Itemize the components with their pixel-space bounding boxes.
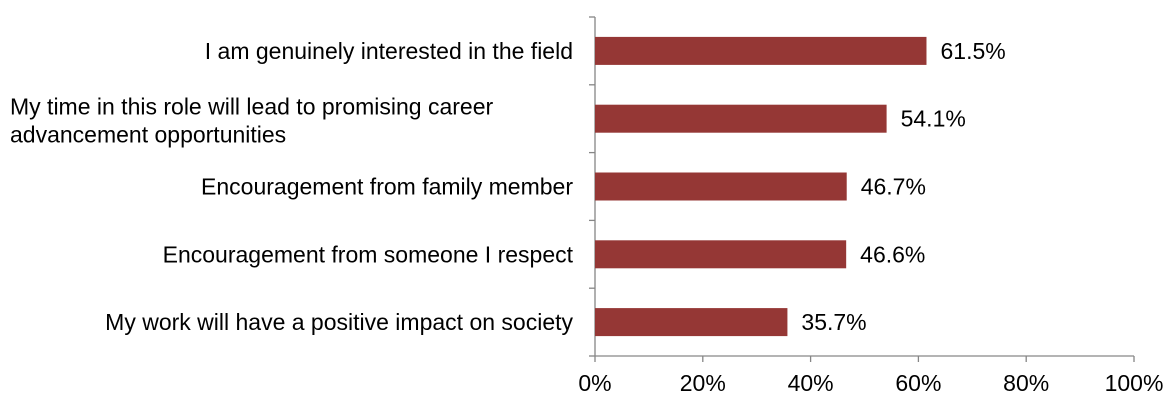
bar: [595, 104, 887, 133]
category-label: Encouragement from someone I respect: [163, 241, 574, 267]
x-tick-label: 80%: [1003, 370, 1049, 396]
category-label-line: advancement opportunities: [10, 122, 286, 148]
bar: [595, 172, 847, 201]
x-tick-label: 20%: [680, 370, 726, 396]
category-label: I am genuinely interested in the field: [205, 38, 573, 64]
data-label: 35.7%: [801, 309, 866, 335]
bar: [595, 308, 788, 337]
data-label: 54.1%: [901, 106, 966, 132]
bar: [595, 36, 927, 65]
value-axis: 0% 20% 40% 60% 80% 100%: [578, 355, 1164, 396]
labels-group: 61.5% I am genuinely interested in the fi…: [10, 38, 1006, 335]
x-tick-label: 0%: [578, 370, 611, 396]
bars-group: [595, 36, 927, 337]
category-label: My time in this role will lead to promis…: [10, 94, 494, 148]
x-tick-label: 40%: [788, 370, 834, 396]
x-tick-label: 60%: [895, 370, 941, 396]
category-axis: [589, 16, 596, 357]
category-label-line: My time in this role will lead to promis…: [10, 94, 494, 120]
category-label: My work will have a positive impact on s…: [105, 309, 573, 335]
x-tick-label: 100%: [1105, 370, 1164, 396]
data-label: 61.5%: [940, 38, 1005, 64]
data-label: 46.7%: [861, 174, 926, 200]
data-label: 46.6%: [860, 241, 925, 267]
category-label: Encouragement from family member: [201, 174, 573, 200]
bar: [595, 240, 847, 269]
